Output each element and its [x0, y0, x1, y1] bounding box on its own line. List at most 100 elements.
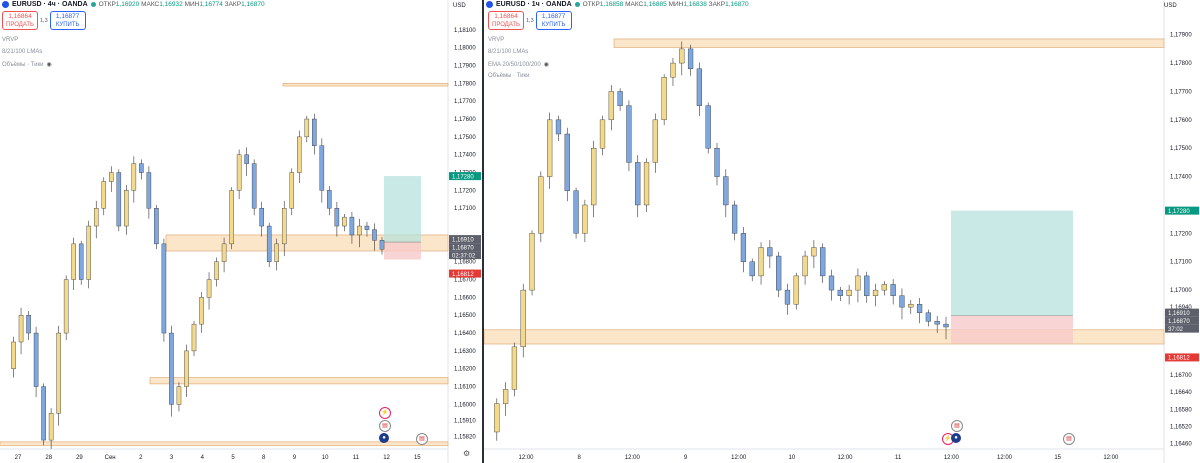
price-tick-label: 1,16940 [1170, 305, 1192, 311]
time-tick-label: 11 [353, 455, 360, 461]
indicator-volume[interactable]: Объёмы · Тики [488, 73, 530, 79]
candle-body [221, 243, 227, 262]
candle-body [191, 323, 197, 352]
indicator-volume[interactable]: Объёмы · Тики ◉ [2, 62, 52, 68]
buy-button[interactable]: 1,16877 КУПИТЬ [49, 11, 86, 30]
candle-body [161, 243, 167, 334]
chart-pane-4h[interactable]: 1,18100 1,18000 1,17900 1,17800 1,17700 1,176… [0, 0, 482, 463]
candle-body [705, 105, 711, 149]
candle-body [63, 279, 69, 334]
candle-body [573, 190, 579, 234]
candle-body [11, 341, 16, 369]
candle-body [131, 163, 137, 191]
candle-body [146, 172, 152, 209]
price-tick-label: 1,16580 [1170, 407, 1192, 413]
candle-body [820, 247, 826, 277]
candle-body [379, 240, 385, 250]
chart-canvas-4h[interactable]: 1,18100 1,18000 1,17900 1,17800 1,17700 1,176… [0, 0, 482, 463]
price-tick-label: 1,16600 [454, 295, 476, 301]
candle-body [608, 91, 614, 121]
ohlc-readout: ОТКР1,16920 МАКС1,16932 МИН1,16774 ЗАКР1… [98, 1, 265, 8]
candle-body [538, 176, 544, 234]
candle-body [312, 118, 317, 146]
candle-body [908, 304, 914, 308]
candle-body [259, 208, 264, 227]
candle-body [828, 275, 835, 291]
time-tick-label: 10 [322, 455, 329, 461]
candle-body [494, 403, 500, 433]
take-profit-zone [384, 176, 421, 243]
chart-header: EURUSD · 1ч · OANDA ОТКР1,16858 МАКС1,16… [486, 1, 749, 8]
candle-body [304, 118, 310, 138]
price-tick-label: 1,15820 [454, 435, 476, 441]
candle-body [934, 321, 940, 325]
price-tick-label: 1,17900 [454, 64, 476, 70]
stop-loss-zone [384, 242, 421, 260]
candle-body [714, 148, 720, 177]
settings-icon[interactable]: ⚙ [463, 449, 471, 458]
symbol-label[interactable]: EURUSD · 4ч · OANDA [12, 1, 88, 8]
candle-body [78, 243, 84, 280]
us-flag-icon[interactable]: ▤ [416, 433, 428, 445]
sell-button[interactable]: 1,16864 ПРОДАТЬ [2, 11, 38, 30]
us-flag-icon[interactable]: ▤ [379, 420, 391, 432]
candle-body [214, 261, 219, 280]
stop-loss-tag: 1,16812 [452, 272, 474, 278]
last-price-tag-bg [1165, 316, 1199, 325]
price-tick-label: 1,16400 [454, 331, 476, 337]
visibility-icon[interactable]: ◉ [46, 62, 52, 68]
symbol-label[interactable]: EURUSD · 1ч · OANDA [496, 1, 572, 8]
countdown-tag: 37:02 [1168, 327, 1184, 333]
candle-body [547, 119, 553, 177]
candle-body [749, 261, 755, 277]
candle-body [723, 176, 729, 206]
visibility-icon[interactable]: ◉ [543, 62, 549, 68]
buy-button[interactable]: 1,16877 КУПИТЬ [535, 11, 572, 30]
price-tick-label: 1,17600 [454, 117, 476, 123]
chart-pane-1h[interactable]: 1,17900 1,17800 1,17700 1,17600 1,17500 1,174… [484, 0, 1200, 463]
lightning-event-icon[interactable]: ⚡ [379, 407, 391, 419]
time-tick-label: 8 [577, 455, 581, 461]
earth-event-icon[interactable]: ● [379, 433, 389, 443]
spread-value: 1,3 [40, 17, 48, 24]
pane-divider[interactable] [482, 0, 484, 463]
candle-body [925, 312, 932, 322]
chart-canvas-1h[interactable]: 1,17900 1,17800 1,17700 1,17600 1,17500 1,174… [484, 0, 1200, 463]
candle-body [281, 208, 287, 245]
time-tick-label: 8 [262, 455, 266, 461]
candle-body [943, 323, 949, 328]
stop-loss-tag-bg [449, 269, 481, 278]
candle-body [229, 190, 234, 245]
candle-body [679, 48, 685, 64]
market-open-icon [574, 2, 580, 7]
time-tick-label: 12:00 [731, 455, 747, 461]
price-tick-label: 1,17900 [1170, 33, 1192, 39]
candle-body [372, 229, 377, 241]
us-flag-icon[interactable]: ▤ [951, 420, 963, 432]
candle-body [899, 295, 905, 308]
earth-event-icon[interactable]: ● [951, 433, 961, 443]
indicator-vrvp[interactable]: VRVP [488, 37, 505, 43]
candle-body [199, 297, 204, 325]
candle-body [357, 225, 362, 236]
indicator-lmas[interactable]: 8/21/100 LMAs [488, 49, 529, 55]
price-tick-label: 1,17500 [1170, 146, 1192, 152]
indicator-vrvp[interactable]: VRVP [2, 37, 19, 43]
candle-body [617, 91, 623, 106]
indicator-lmas[interactable]: 8/21/100 LMAs [2, 49, 43, 55]
candle-body [696, 68, 703, 106]
indicator-ema[interactable]: EMA 20/50/100/200 ◉ [488, 62, 549, 68]
bid-price-tag-bg [1165, 308, 1199, 317]
sell-button[interactable]: 1,16864 ПРОДАТЬ [488, 11, 524, 30]
us-flag-icon[interactable]: ▤ [1063, 433, 1075, 445]
zone-support-mid [165, 234, 449, 252]
trade-buttons: 1,16864 ПРОДАТЬ 1,3 1,16877 КУПИТЬ [2, 11, 86, 30]
candle-body [33, 332, 39, 387]
price-tick-label: 1,16700 [1170, 373, 1192, 379]
price-tick-label: 1,18100 [454, 28, 476, 34]
price-tick-label: 1,16460 [1170, 441, 1192, 447]
candle-body [139, 163, 144, 173]
candle-body [643, 162, 650, 206]
currency-label: USD [453, 3, 466, 9]
price-tick-label: 1,15910 [454, 418, 476, 424]
